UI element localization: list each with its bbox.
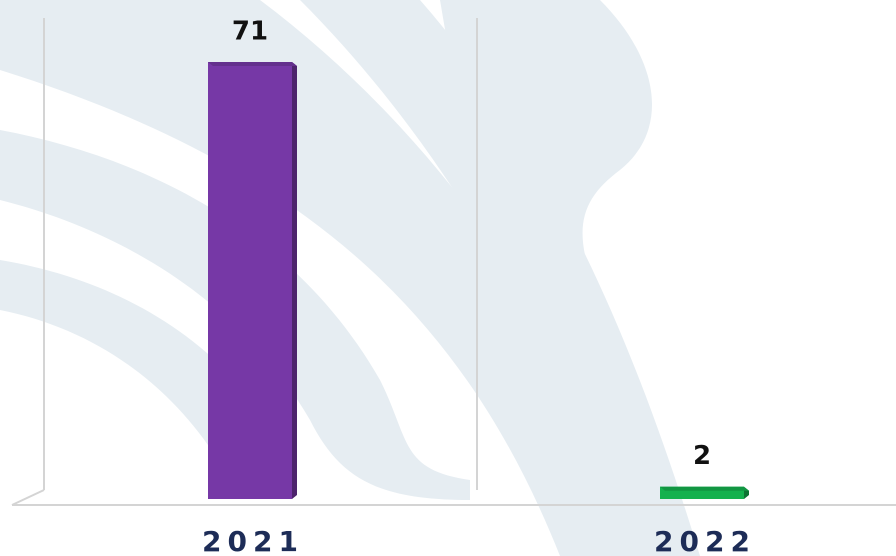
bar-top xyxy=(660,486,749,491)
bar-top xyxy=(208,62,297,66)
bar-side xyxy=(292,62,297,499)
data-label: 71 xyxy=(232,17,268,47)
data-label: 2 xyxy=(693,441,711,471)
watermark xyxy=(0,0,700,556)
x-tick-label: 2022 xyxy=(654,525,756,556)
axes-frame xyxy=(11,18,896,506)
bar xyxy=(208,62,292,499)
x-tick-label: 2021 xyxy=(202,525,304,556)
floor-edge xyxy=(11,489,45,506)
